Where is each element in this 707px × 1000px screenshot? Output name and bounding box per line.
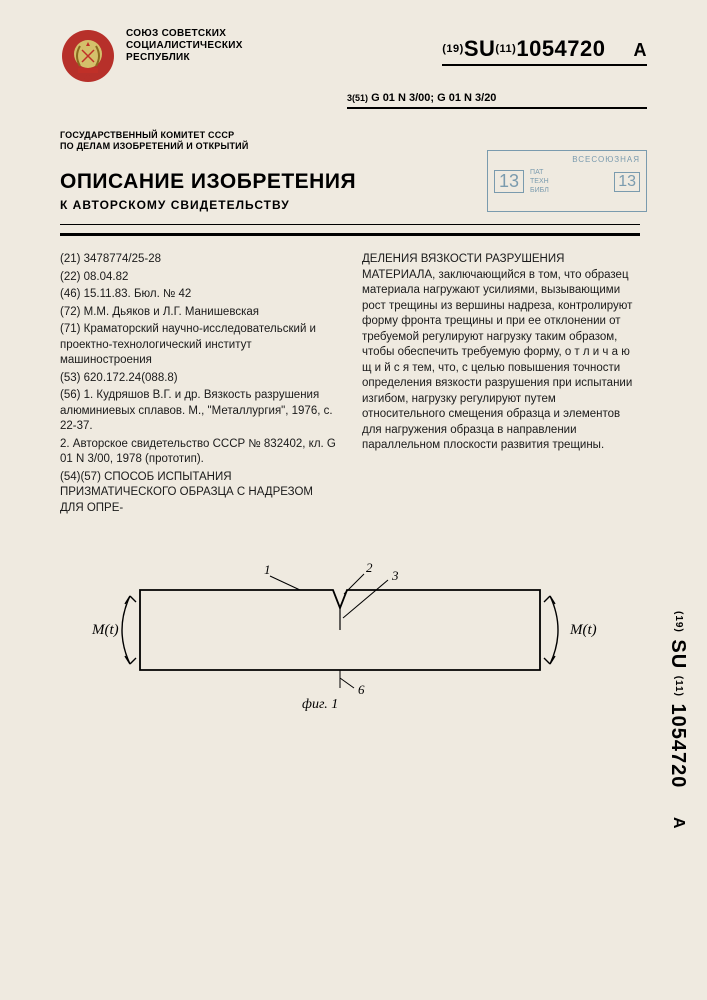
stamp-row: 13 ПАТТЕХНБИБЛ 13 [494,168,640,195]
page: СОЮЗ СОВЕТСКИХ СОЦИАЛИСТИЧЕСКИХ РЕСПУБЛИ… [0,0,707,1000]
field-53: (53) 620.172.24(088.8) [60,371,338,387]
classification-line: 3(51) G 01 N 3/00; G 01 N 3/20 [347,92,647,109]
moment-label-right: M(t) [569,622,597,638]
union-line: РЕСПУБЛИК [126,52,243,64]
union-text: СОЮЗ СОВЕТСКИХ СОЦИАЛИСТИЧЕСКИХ РЕСПУБЛИ… [126,28,243,64]
library-stamp: ВСЕСОЮЗНАЯ 13 ПАТТЕХНБИБЛ 13 [487,150,647,212]
stamp-num: 13 [494,170,524,193]
class-codes: G 01 N 3/00; G 01 N 3/20 [371,92,496,104]
committee-line: ПО ДЕЛАМ ИЗОБРЕТЕНИЙ И ОТКРЫТИЙ [60,141,249,152]
class-prefix: 3(51) [347,93,368,103]
title-sub: К АВТОРСКОМУ СВИДЕТЕЛЬСТВУ [60,198,356,212]
side-11: (11) [673,675,684,696]
field-21: (21) 3478774/25-28 [60,252,338,268]
committee-block: ГОСУДАРСТВЕННЫЙ КОМИТЕТ СССР ПО ДЕЛАМ ИЗ… [60,130,249,153]
union-line: СОЮЗ СОВЕТСКИХ [126,28,243,40]
stamp-end: 13 [614,172,640,192]
abstract-text: ДЕЛЕНИЯ ВЯЗКОСТИ РАЗРУШЕНИЯ МАТЕРИАЛА, з… [362,252,640,454]
union-line: СОЦИАЛИСТИЧЕСКИХ [126,40,243,52]
field-54: (54)(57) СПОСОБ ИСПЫТАНИЯ ПРИЗМАТИЧЕСКОГ… [60,470,338,517]
field-71: (71) Краматорский научно-исследовательск… [60,322,338,369]
leader-6b [340,678,354,688]
side-number: 1054720 [667,703,689,788]
country-code: SU [464,36,496,61]
side-su: SU [667,639,689,669]
committee-line: ГОСУДАРСТВЕННЫЙ КОМИТЕТ СССР [60,130,249,141]
leader-3 [343,580,388,618]
doc-number: 1054720 [516,36,605,61]
body-columns: (21) 3478774/25-28 (22) 08.04.82 (46) 15… [60,252,640,518]
side-kind: A [670,817,687,830]
field-46: (46) 15.11.83. Бюл. № 42 [60,287,338,303]
publication-number: (19)SU(11)1054720 A [442,36,647,66]
field-56b: 2. Авторское свидетельство СССР № 832402… [60,437,338,468]
stamp-top: ВСЕСОЮЗНАЯ [494,155,640,164]
field-72: (72) М.М. Дьяков и Л.Г. Манишевская [60,305,338,321]
moment-right-arc [550,596,558,664]
double-rule [60,224,640,236]
ref-1: 1 [264,562,271,577]
stamp-lines: ПАТТЕХНБИБЛ [530,168,549,195]
title-block: ОПИСАНИЕ ИЗОБРЕТЕНИЯ К АВТОРСКОМУ СВИДЕТ… [60,170,356,212]
side-19: (19) [673,611,684,633]
ussr-emblem-icon [60,28,116,84]
moment-label-left: M(t) [91,622,119,638]
right-column: ДЕЛЕНИЯ ВЯЗКОСТИ РАЗРУШЕНИЯ МАТЕРИАЛА, з… [362,252,640,518]
title-main: ОПИСАНИЕ ИЗОБРЕТЕНИЯ [60,170,356,194]
doc-kind: A [634,40,648,60]
left-column: (21) 3478774/25-28 (22) 08.04.82 (46) 15… [60,252,338,518]
ref-3: 3 [391,568,399,583]
ref-6: 6 [358,682,365,697]
leader-2 [344,574,364,594]
figure-caption: фиг. 1 [302,697,338,712]
field-56a: (56) 1. Кудряшов В.Г. и др. Вязкость раз… [60,388,338,435]
side-publication-label: (19) SU (11) 1054720 A [666,520,689,920]
prefix-19: (19) [442,43,464,55]
ref-2: 2 [366,560,373,575]
figure-1: M(t) M(t) 1 2 3 6 фиг. 1 [70,560,610,740]
moment-left-arc [122,596,130,664]
prefix-11: (11) [495,43,516,55]
field-22: (22) 08.04.82 [60,270,338,286]
leader-1 [270,576,300,590]
